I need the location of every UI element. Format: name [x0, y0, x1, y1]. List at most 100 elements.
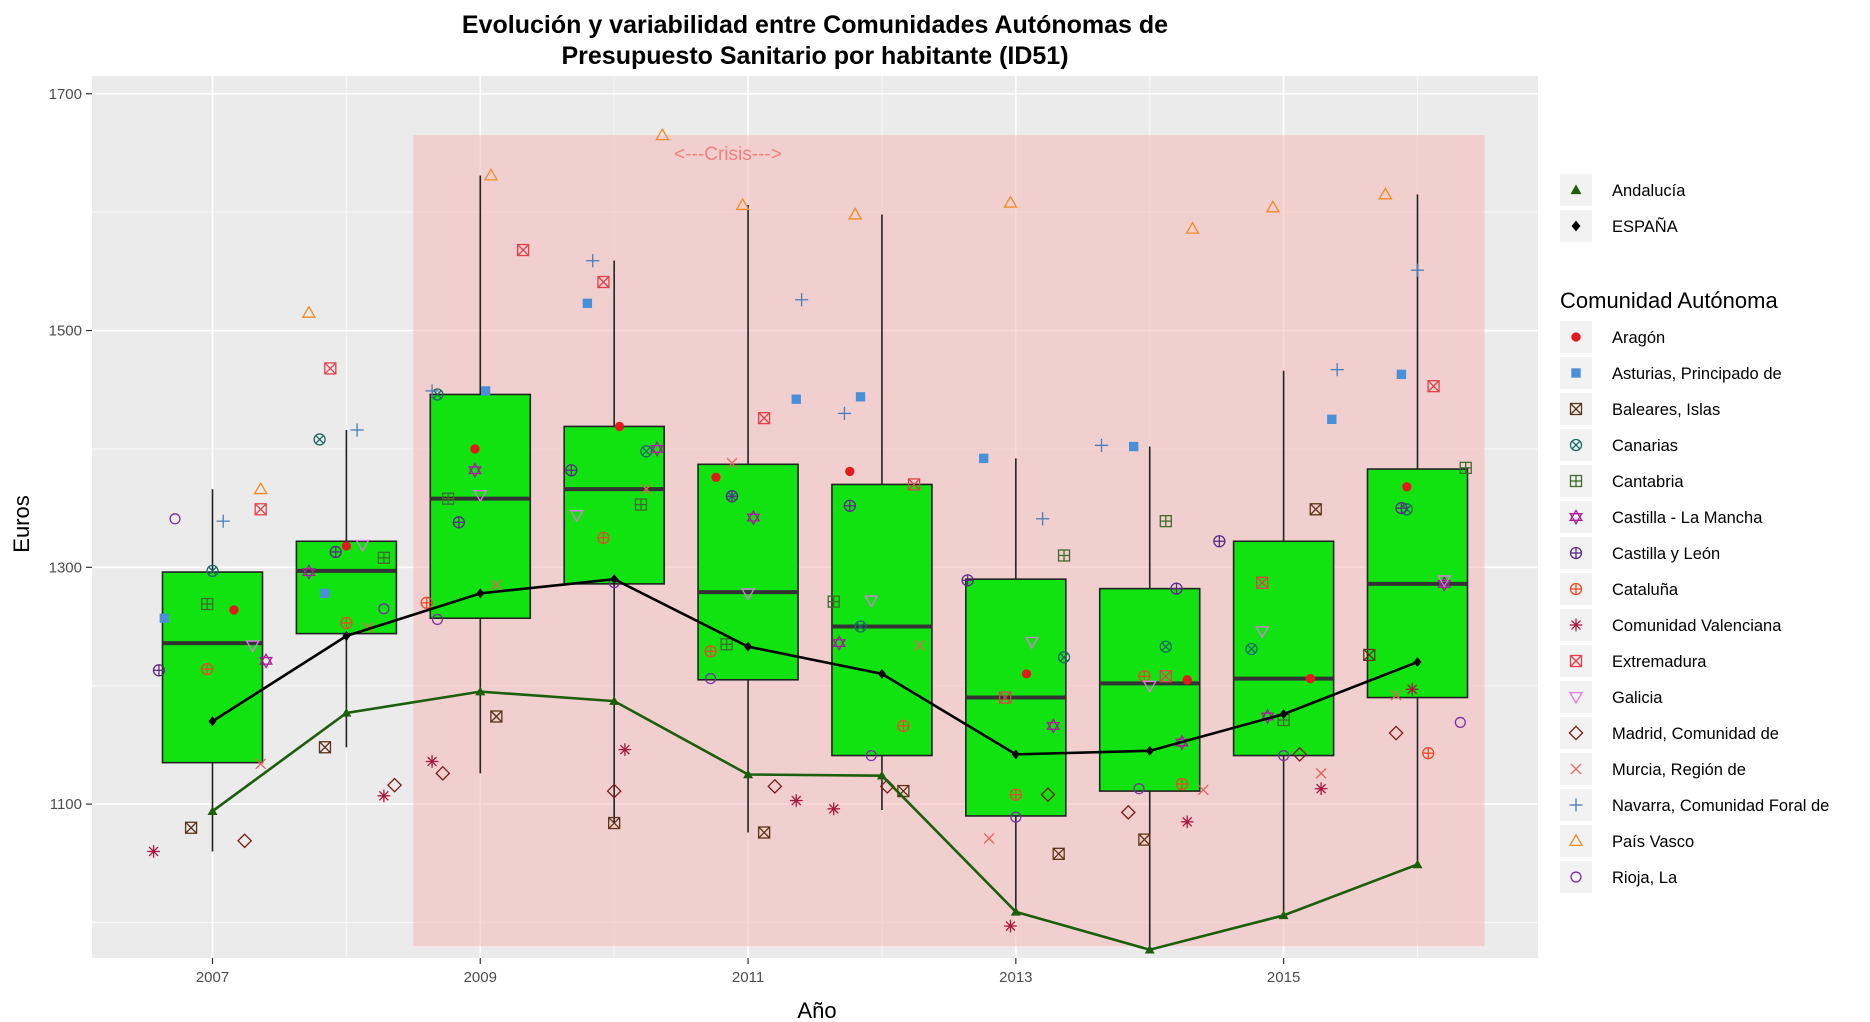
- point-murcia-region-de: [255, 758, 267, 770]
- point-aragon: [341, 541, 352, 551]
- point-cantabria: [827, 595, 840, 608]
- point-cataluna: [897, 719, 910, 733]
- chart-title-line-2: Presupuesto Sanitario por habitante (ID5…: [561, 42, 1068, 70]
- point-castilla-y-leon: [1395, 501, 1408, 515]
- point-cataluna: [200, 662, 214, 676]
- line-point-espana: [1145, 745, 1154, 756]
- point-baleares-islas: [1363, 648, 1376, 662]
- point-castilla-y-leon: [565, 464, 578, 477]
- legend-key: [1568, 725, 1584, 741]
- point-galicia: [740, 588, 756, 601]
- point-murcia-region-de: [1315, 767, 1327, 779]
- point-castilla-la-mancha: [650, 441, 664, 457]
- point-extremadura: [597, 275, 610, 289]
- point-comunidad-valenciana: [147, 845, 160, 858]
- point-castilla-y-leon: [152, 664, 166, 677]
- point-cataluna: [420, 596, 433, 609]
- legend-label: Baleares, Islas: [1612, 401, 1720, 419]
- point-baleares-islas: [1138, 833, 1151, 846]
- x-tick-label: 2009: [464, 969, 497, 986]
- point-cataluna: [1422, 747, 1435, 760]
- point-asturias-principado-de: [320, 588, 330, 599]
- point-asturias-principado-de: [979, 453, 989, 464]
- line-point-andalucia: [1144, 944, 1155, 954]
- point-comunidad-valenciana: [377, 789, 391, 803]
- legend-key: [1569, 582, 1583, 596]
- point-extremadura: [516, 243, 530, 257]
- point-murcia-region-de: [983, 833, 995, 844]
- point-asturias-principado-de: [855, 392, 866, 402]
- point-rioja-la: [1133, 783, 1145, 795]
- point-asturias-principado-de: [1396, 369, 1407, 380]
- legend-key-background: [1560, 717, 1592, 749]
- point-aragon: [229, 605, 239, 615]
- point-cantabria: [634, 498, 648, 511]
- point-rioja-la: [1454, 716, 1466, 729]
- legend-label: Comunidad Valenciana: [1612, 617, 1782, 635]
- point-extremadura: [254, 503, 267, 516]
- line-point-espana: [877, 668, 886, 679]
- point-castilla-y-leon: [843, 499, 856, 512]
- point-cataluna: [340, 616, 353, 630]
- point-cantabria: [441, 492, 455, 505]
- point-pais-vasco: [1003, 195, 1018, 208]
- legend-label: Cantabria: [1612, 473, 1684, 491]
- point-galicia: [1024, 636, 1040, 650]
- line-point-espana: [476, 588, 485, 599]
- point-castilla-y-leon: [1170, 582, 1183, 595]
- point-baleares-islas: [490, 710, 503, 723]
- point-castilla-la-mancha: [468, 462, 482, 479]
- point-aragon: [470, 444, 480, 454]
- legend-key-espana: [1571, 220, 1581, 232]
- point-madrid-comunidad-de: [1040, 787, 1056, 803]
- box: [563, 425, 665, 585]
- point-canarias: [1057, 651, 1071, 664]
- point-pais-vasco: [655, 127, 670, 141]
- legend-key: [1569, 438, 1583, 452]
- point-galicia: [569, 510, 584, 523]
- point-extremadura: [1427, 380, 1440, 393]
- legend-label: Madrid, Comunidad de: [1612, 725, 1779, 743]
- plot-area: <---Crisis---> 1100 1300 1500 1700 2007 2009 20…: [49, 76, 1538, 986]
- point-pais-vasco: [1265, 200, 1281, 213]
- point-navarra-comunidad-foral-de: [1094, 438, 1109, 452]
- point-pais-vasco: [253, 481, 268, 495]
- legend-label: Aragón: [1612, 329, 1665, 347]
- point-asturias-principado-de: [791, 394, 801, 404]
- point-madrid-comunidad-de: [387, 777, 403, 793]
- point-rioja-la: [704, 673, 717, 685]
- point-cantabria: [720, 638, 733, 651]
- box: [429, 393, 532, 620]
- point-rioja-la: [431, 613, 444, 626]
- series-line-espana: [211, 577, 1418, 756]
- line-point-espana: [1279, 709, 1288, 720]
- legend-key-background: [1560, 501, 1592, 533]
- line-point-espana: [610, 574, 619, 585]
- point-galicia: [355, 539, 370, 553]
- point-navarra-comunidad-foral-de: [1330, 363, 1344, 377]
- point-asturias-principado-de: [582, 298, 593, 308]
- line-point-andalucia: [475, 686, 486, 696]
- point-castilla-y-leon: [1213, 535, 1226, 548]
- point-castilla-y-leon: [329, 545, 342, 559]
- point-castilla-la-mancha: [301, 564, 316, 580]
- point-aragon: [1182, 675, 1192, 685]
- point-galicia: [473, 490, 488, 503]
- line-point-espana: [1011, 749, 1020, 760]
- point-cantabria: [377, 551, 391, 564]
- point-extremadura: [907, 478, 921, 491]
- point-asturias-principado-de: [159, 613, 169, 623]
- point-cataluna: [1009, 788, 1022, 801]
- x-tick-label: 2011: [732, 969, 764, 986]
- legend-label: Murcia, Región de: [1612, 761, 1746, 779]
- point-madrid-comunidad-de: [606, 783, 622, 799]
- line-point-andalucia: [1412, 859, 1423, 869]
- point-aragon: [1402, 482, 1412, 492]
- point-canarias: [854, 620, 867, 633]
- point-aragon: [614, 421, 625, 432]
- x-tick-label: 2007: [196, 969, 229, 986]
- point-galicia: [1142, 680, 1157, 694]
- line-point-andalucia: [743, 769, 754, 779]
- line-point-andalucia: [609, 696, 620, 705]
- point-extremadura: [757, 411, 771, 425]
